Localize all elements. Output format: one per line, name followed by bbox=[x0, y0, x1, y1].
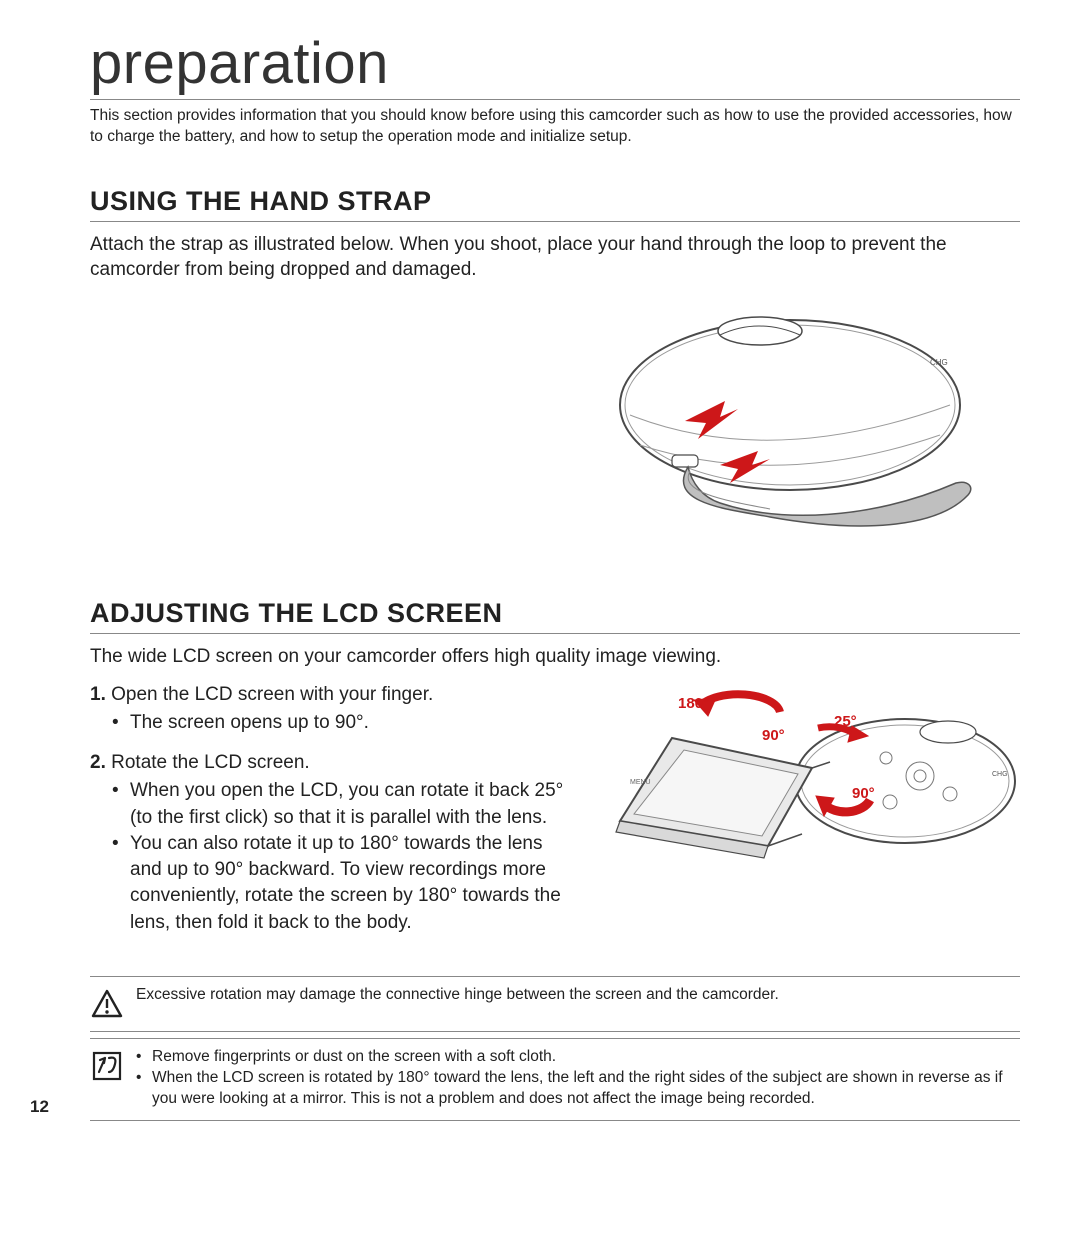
step-bullet: The screen opens up to 90°. bbox=[112, 710, 572, 736]
svg-text:CHG: CHG bbox=[992, 771, 1008, 778]
step-bullet: When you open the LCD, you can rotate it… bbox=[112, 778, 572, 830]
angle-90-top-label: 90° bbox=[762, 727, 785, 744]
tip-item: Remove fingerprints or dust on the scree… bbox=[136, 1047, 1020, 1068]
step-number: 2. bbox=[90, 752, 106, 773]
svg-text:CHG: CHG bbox=[930, 358, 948, 367]
page-title: preparation bbox=[90, 30, 1020, 100]
svg-text:MENU: MENU bbox=[630, 779, 651, 786]
lcd-lead: The wide LCD screen on your camcorder of… bbox=[90, 644, 1020, 670]
hand-strap-figure: CHG bbox=[570, 295, 1010, 570]
hand-strap-body: Attach the strap as illustrated below. W… bbox=[90, 232, 1020, 283]
hand-strap-heading: USING THE HAND STRAP bbox=[90, 186, 1020, 222]
lcd-steps: 1. Open the LCD screen with your finger.… bbox=[90, 682, 572, 936]
lcd-figure: CHG MENU 180° 90° 25° 90° bbox=[590, 676, 1020, 886]
note-icon bbox=[90, 1049, 124, 1083]
intro-text: This section provides information that y… bbox=[90, 106, 1020, 148]
angle-180-label: 180° bbox=[678, 695, 709, 712]
step-bullet: You can also rotate it up to 180° toward… bbox=[112, 831, 572, 936]
angle-90-side-label: 90° bbox=[852, 785, 875, 802]
page-number: 12 bbox=[30, 1097, 49, 1117]
tip-item: When the LCD screen is rotated by 180° t… bbox=[136, 1068, 1020, 1110]
angle-25-label: 25° bbox=[834, 713, 857, 730]
lcd-block: 1. Open the LCD screen with your finger.… bbox=[90, 682, 1020, 950]
warning-note: Excessive rotation may damage the connec… bbox=[90, 976, 1020, 1032]
warning-text: Excessive rotation may damage the connec… bbox=[136, 985, 1020, 1021]
lcd-heading: ADJUSTING THE LCD SCREEN bbox=[90, 598, 1020, 634]
tips-note: Remove fingerprints or dust on the scree… bbox=[90, 1038, 1020, 1121]
warning-icon bbox=[90, 987, 124, 1021]
step-number: 1. bbox=[90, 684, 106, 705]
step-text: Rotate the LCD screen. bbox=[111, 752, 310, 773]
step-text: Open the LCD screen with your finger. bbox=[111, 684, 433, 705]
